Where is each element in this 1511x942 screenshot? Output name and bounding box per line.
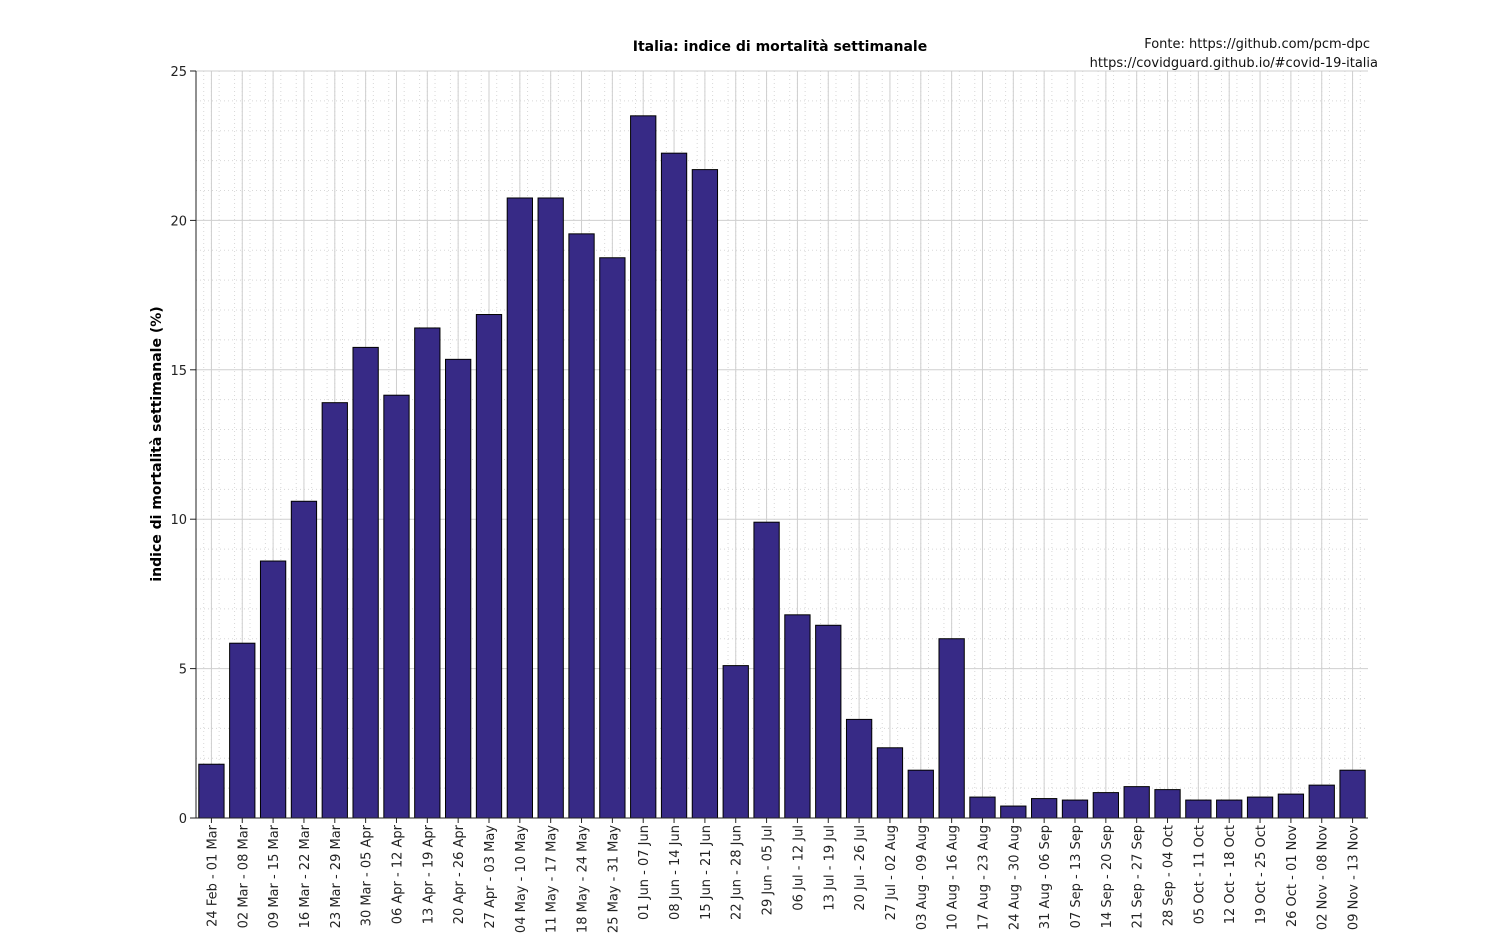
x-tick-label: 03 Aug - 09 Aug [915, 825, 930, 930]
y-ticks: 0 5 10 15 20 25 [170, 65, 196, 827]
bar [229, 642, 256, 819]
x-tick-label: 18 May - 24 May [576, 825, 591, 933]
bar [660, 152, 688, 819]
x-tick-label: 12 Oct - 18 Oct [1223, 825, 1238, 924]
bar [321, 402, 348, 819]
bar [1000, 805, 1027, 819]
y-axis-label: indice di mortalità settimanale (%) [149, 306, 165, 581]
x-tick-label: 27 Apr - 03 May [483, 825, 498, 929]
x-tick-label: 10 Aug - 16 Aug [946, 825, 961, 930]
bar [383, 394, 410, 819]
x-tick-label: 07 Sep - 13 Sep [1069, 825, 1084, 928]
bar [414, 327, 441, 819]
x-tick-label: 01 Jun - 07 Jun [637, 825, 652, 920]
chart-title: Italia: indice di mortalità settimanale [633, 39, 927, 55]
bar [1246, 796, 1274, 819]
bar [259, 560, 287, 819]
x-tick-label: 15 Jun - 21 Jun [699, 825, 714, 920]
bar [1031, 798, 1058, 819]
bar [907, 769, 934, 819]
bar [1216, 799, 1243, 819]
y-tick-label: 5 [179, 663, 187, 678]
bar [1185, 799, 1212, 819]
x-tick-label: 20 Jul - 26 Jul [853, 825, 868, 911]
x-tick-label: 04 May - 10 May [514, 825, 529, 933]
bar [845, 718, 873, 819]
x-tick-label: 05 Oct - 11 Oct [1192, 825, 1207, 924]
bar [1277, 793, 1305, 819]
y-tick-label: 0 [179, 812, 187, 827]
x-tick-label: 06 Jul - 12 Jul [791, 825, 806, 911]
x-tick-label: 19 Oct - 25 Oct [1254, 825, 1269, 924]
bar [876, 747, 904, 819]
bar [1154, 789, 1181, 819]
bar [290, 500, 318, 819]
x-tick-label: 06 Apr - 12 Apr [390, 824, 405, 924]
x-tick-label: 11 May - 17 May [545, 825, 560, 933]
bar [938, 638, 965, 819]
x-tick-label: 09 Mar - 15 Mar [267, 824, 282, 928]
bar [753, 521, 780, 819]
y-tick-label: 20 [170, 214, 187, 229]
bar [1092, 792, 1119, 819]
x-tick-label: 17 Aug - 23 Aug [976, 825, 991, 930]
x-tick-label: 25 May - 31 May [606, 825, 621, 933]
bar [1123, 786, 1150, 819]
bar [475, 314, 503, 819]
x-tick-label: 02 Mar - 08 Mar [236, 824, 251, 928]
source-line-1: Fonte: https://github.com/pcm-dpc [1144, 37, 1370, 52]
bar [969, 796, 996, 819]
x-tick-label: 09 Nov - 13 Nov [1347, 825, 1362, 930]
x-tick-label: 22 Jun - 28 Jun [730, 825, 745, 920]
bar [1339, 769, 1366, 819]
x-tick-label: 24 Aug - 30 Aug [1007, 825, 1022, 930]
x-tick-label: 24 Feb - 01 Mar [205, 824, 220, 927]
x-tick-label: 13 Apr - 19 Apr [421, 824, 436, 924]
x-tick-label: 31 Aug - 06 Sep [1038, 825, 1053, 929]
axes [195, 71, 1368, 819]
bar [537, 197, 564, 819]
x-tick-label: 21 Sep - 27 Sep [1131, 825, 1146, 928]
bar [1061, 799, 1089, 819]
x-tick-label: 23 Mar - 29 Mar [329, 824, 344, 928]
x-tick-label: 13 Jul - 19 Jul [822, 825, 837, 911]
bar [568, 233, 595, 819]
bar [445, 358, 472, 819]
x-tick-label: 30 Mar - 05 Apr [360, 824, 375, 926]
bar [1308, 784, 1335, 819]
x-tick-label: 27 Jul - 02 Aug [884, 825, 899, 920]
x-tick-label: 29 Jun - 05 Jul [761, 825, 776, 915]
bar [691, 169, 719, 819]
y-tick-label: 25 [170, 65, 187, 80]
x-tick-label: 14 Sep - 20 Sep [1100, 825, 1115, 928]
source-line-2: https://covidguard.github.io/#covid-19-i… [1090, 56, 1378, 71]
bar [815, 624, 842, 819]
bar [198, 763, 225, 819]
x-tick-label: 28 Sep - 04 Oct [1162, 825, 1177, 926]
bar [506, 197, 533, 819]
bar [599, 257, 626, 819]
bar [630, 115, 657, 819]
bar [784, 614, 811, 819]
bar [352, 346, 379, 819]
bar [722, 665, 749, 819]
x-tick-label: 08 Jun - 14 Jun [668, 825, 683, 920]
x-tick-label: 20 Apr - 26 Apr [452, 824, 467, 924]
x-tick-label: 26 Oct - 01 Nov [1285, 825, 1300, 927]
x-tick-label: 16 Mar - 22 Mar [298, 824, 313, 928]
bars [198, 115, 1366, 819]
x-ticks: 24 Feb - 01 Mar 02 Mar - 08 Mar 09 Mar - 1… [205, 818, 1362, 933]
x-tick-label: 02 Nov - 08 Nov [1316, 825, 1331, 930]
y-tick-label: 15 [170, 364, 187, 379]
y-tick-label: 10 [170, 513, 187, 528]
